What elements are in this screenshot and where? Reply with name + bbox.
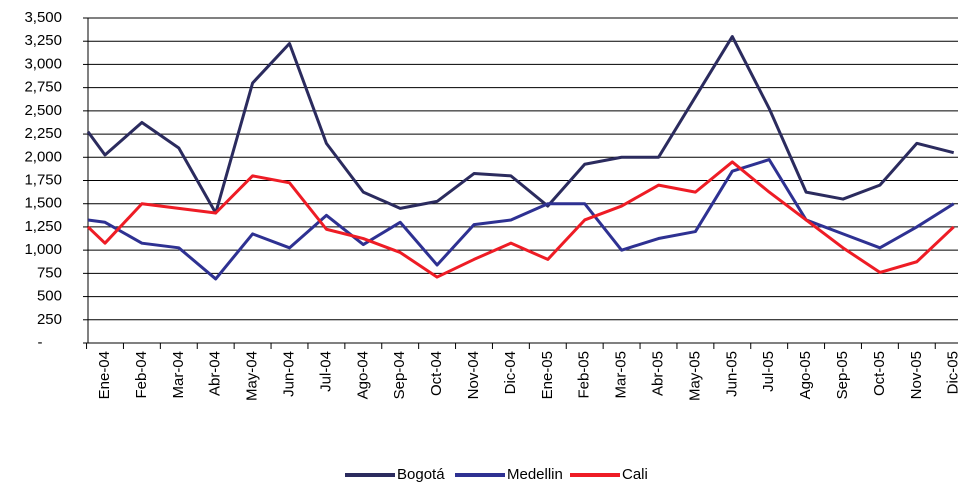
x-tick-label: Sep-04 — [391, 351, 408, 399]
x-tick-label: May-04 — [244, 351, 261, 401]
x-tick-label: Nov-04 — [465, 351, 482, 399]
y-tick-label: 2,500 — [24, 102, 62, 119]
y-tick-label: 500 — [37, 288, 62, 305]
x-tick-label: Abr-04 — [207, 351, 224, 396]
series-line — [87, 158, 955, 281]
x-tick-label: Mar-05 — [613, 351, 630, 399]
x-tick-label: Nov-05 — [908, 351, 925, 399]
x-tick-label: Ene-04 — [96, 351, 113, 399]
y-tick-label: 3,000 — [24, 55, 62, 72]
x-tick-label: Mar-04 — [170, 351, 187, 399]
y-tick-label: 1,000 — [24, 241, 62, 258]
x-tick-label: Dic-04 — [502, 351, 519, 394]
y-tick-label: 1,500 — [24, 195, 62, 212]
x-tick-label: Oct-05 — [871, 351, 888, 396]
x-tick-label: Sep-05 — [834, 351, 851, 399]
y-tick-label: 1,750 — [24, 171, 62, 188]
y-tick-label: 3,500 — [24, 9, 62, 26]
x-tick-label: Feb-04 — [133, 351, 150, 399]
legend-label: Bogotá — [397, 466, 445, 483]
x-tick-label: Ago-04 — [354, 351, 371, 399]
y-tick-label: 1,250 — [24, 218, 62, 235]
y-tick-label: 2,000 — [24, 148, 62, 165]
series-line — [86, 35, 955, 215]
x-tick-label: Oct-04 — [428, 351, 445, 396]
legend-label: Medellin — [507, 466, 563, 483]
x-tick-label: Ago-05 — [797, 351, 814, 399]
y-tick-label: 2,250 — [24, 125, 62, 142]
series-line — [86, 160, 955, 279]
y-tick-label: - — [38, 334, 43, 351]
x-tick-label: Jun-04 — [280, 351, 297, 397]
y-tick-label: 250 — [37, 311, 62, 328]
y-tick-label: 750 — [37, 264, 62, 281]
y-tick-label: 2,750 — [24, 79, 62, 96]
legend-label: Cali — [622, 466, 648, 483]
x-tick-label: Jul-05 — [760, 351, 777, 392]
y-tick-label: 3,250 — [24, 32, 62, 49]
x-tick-label: May-05 — [686, 351, 703, 401]
x-tick-label: Jun-05 — [723, 351, 740, 397]
x-tick-label: Dic-05 — [945, 351, 958, 394]
x-tick-label: Jul-04 — [317, 351, 334, 392]
x-tick-label: Ene-05 — [539, 351, 556, 399]
x-tick-label: Abr-05 — [649, 351, 666, 396]
x-tick-label: Feb-05 — [576, 351, 593, 399]
